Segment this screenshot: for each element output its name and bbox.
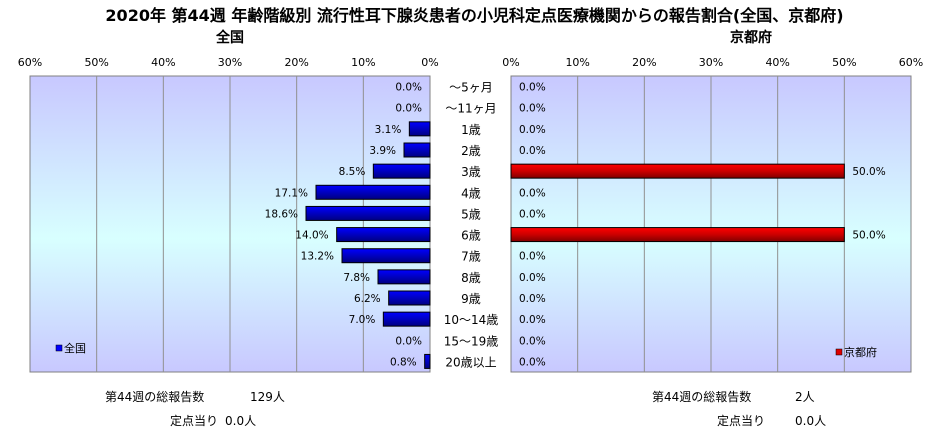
right-data-label: 50.0% (852, 166, 885, 178)
right-legend-swatch (835, 348, 843, 356)
left-data-label: 18.6% (265, 208, 298, 220)
national-total-value: 129人 (250, 390, 285, 404)
right-data-label: 0.0% (519, 124, 546, 136)
left-data-label: 7.8% (343, 272, 370, 284)
category-label: 6歳 (461, 229, 481, 243)
right-x-tick-label: 20% (632, 56, 656, 69)
right-data-label: 0.0% (519, 293, 546, 305)
right-data-label: 0.0% (519, 356, 546, 368)
right-data-label: 0.0% (519, 251, 546, 263)
left-x-tick-label: 30% (218, 56, 242, 69)
right-x-tick-label: 10% (565, 56, 589, 69)
left-legend-swatch (55, 344, 63, 352)
left-bar (305, 205, 431, 221)
left-data-label: 6.2% (354, 293, 381, 305)
kyoto-total-label: 第44週の総報告数 (652, 390, 752, 404)
category-label: ～5ヶ月 (449, 81, 493, 95)
right-x-tick-label: 30% (699, 56, 723, 69)
left-x-tick-label: 60% (18, 56, 42, 69)
left-x-tick-label: 0% (421, 56, 438, 69)
right-data-label: 0.0% (519, 82, 546, 94)
right-data-label: 0.0% (519, 314, 546, 326)
category-label: 5歳 (461, 207, 481, 221)
left-legend-label: 全国 (64, 341, 86, 355)
kyoto-total-value: 2人 (795, 390, 815, 404)
left-data-label: 0.8% (390, 356, 417, 368)
right-panel-title: 京都府 (730, 29, 772, 46)
left-bar (372, 163, 431, 179)
right-data-label: 0.0% (519, 145, 546, 157)
category-label: 15～19歳 (444, 334, 499, 348)
right-x-tick-label: 60% (899, 56, 923, 69)
left-bar (377, 269, 431, 285)
left-bar (408, 121, 431, 137)
kyoto-per-value: 0.0人 (795, 414, 827, 428)
right-x-tick-label: 0% (502, 56, 519, 69)
category-label: ～11ヶ月 (445, 102, 496, 116)
national-per-label: 定点当り (170, 414, 219, 428)
right-x-tick-label: 40% (765, 56, 789, 69)
left-bar (403, 142, 431, 158)
left-bar (382, 311, 431, 327)
left-bar (336, 227, 431, 243)
left-x-tick-label: 50% (84, 56, 108, 69)
right-bar (510, 163, 845, 179)
left-bar (424, 353, 431, 369)
left-data-label: 0.0% (395, 103, 422, 115)
category-label: 9歳 (461, 292, 481, 306)
category-label: 3歳 (461, 165, 481, 179)
left-data-label: 0.0% (395, 335, 422, 347)
category-label: 2歳 (461, 144, 481, 158)
national-per-value: 0.0人 (225, 414, 257, 428)
left-bar (315, 184, 431, 200)
left-x-tick-label: 20% (284, 56, 308, 69)
right-legend-label: 京都府 (844, 345, 877, 359)
left-panel-title: 全国 (215, 29, 244, 46)
left-data-label: 0.0% (395, 82, 422, 94)
category-label: 20歳以上 (445, 355, 496, 369)
left-data-label: 7.0% (349, 314, 376, 326)
category-label: 7歳 (461, 250, 481, 264)
left-data-label: 8.5% (339, 166, 366, 178)
right-data-label: 0.0% (519, 103, 546, 115)
left-data-label: 14.0% (295, 230, 328, 242)
kyoto-per-label: 定点当り (717, 414, 766, 428)
left-x-tick-label: 40% (151, 56, 175, 69)
category-label: 8歳 (461, 271, 481, 285)
category-label: 1歳 (461, 123, 481, 137)
right-bar (510, 227, 845, 243)
left-x-tick-label: 10% (351, 56, 375, 69)
left-data-label: 13.2% (301, 251, 334, 263)
left-bar (341, 248, 431, 264)
right-data-label: 0.0% (519, 208, 546, 220)
left-data-label: 3.9% (369, 145, 396, 157)
right-data-label: 0.0% (519, 272, 546, 284)
right-data-label: 0.0% (519, 187, 546, 199)
national-total-label: 第44週の総報告数 (105, 390, 205, 404)
category-label: 4歳 (461, 186, 481, 200)
right-x-tick-label: 50% (832, 56, 856, 69)
left-data-label: 3.1% (375, 124, 402, 136)
chart-title: 2020年 第44週 年齢階級別 流行性耳下腺炎患者の小児科定点医療機関からの報… (105, 6, 844, 25)
right-data-label: 50.0% (852, 230, 885, 242)
category-label: 10～14歳 (444, 313, 499, 327)
left-bar (388, 290, 431, 306)
left-data-label: 17.1% (275, 187, 308, 199)
right-data-label: 0.0% (519, 335, 546, 347)
